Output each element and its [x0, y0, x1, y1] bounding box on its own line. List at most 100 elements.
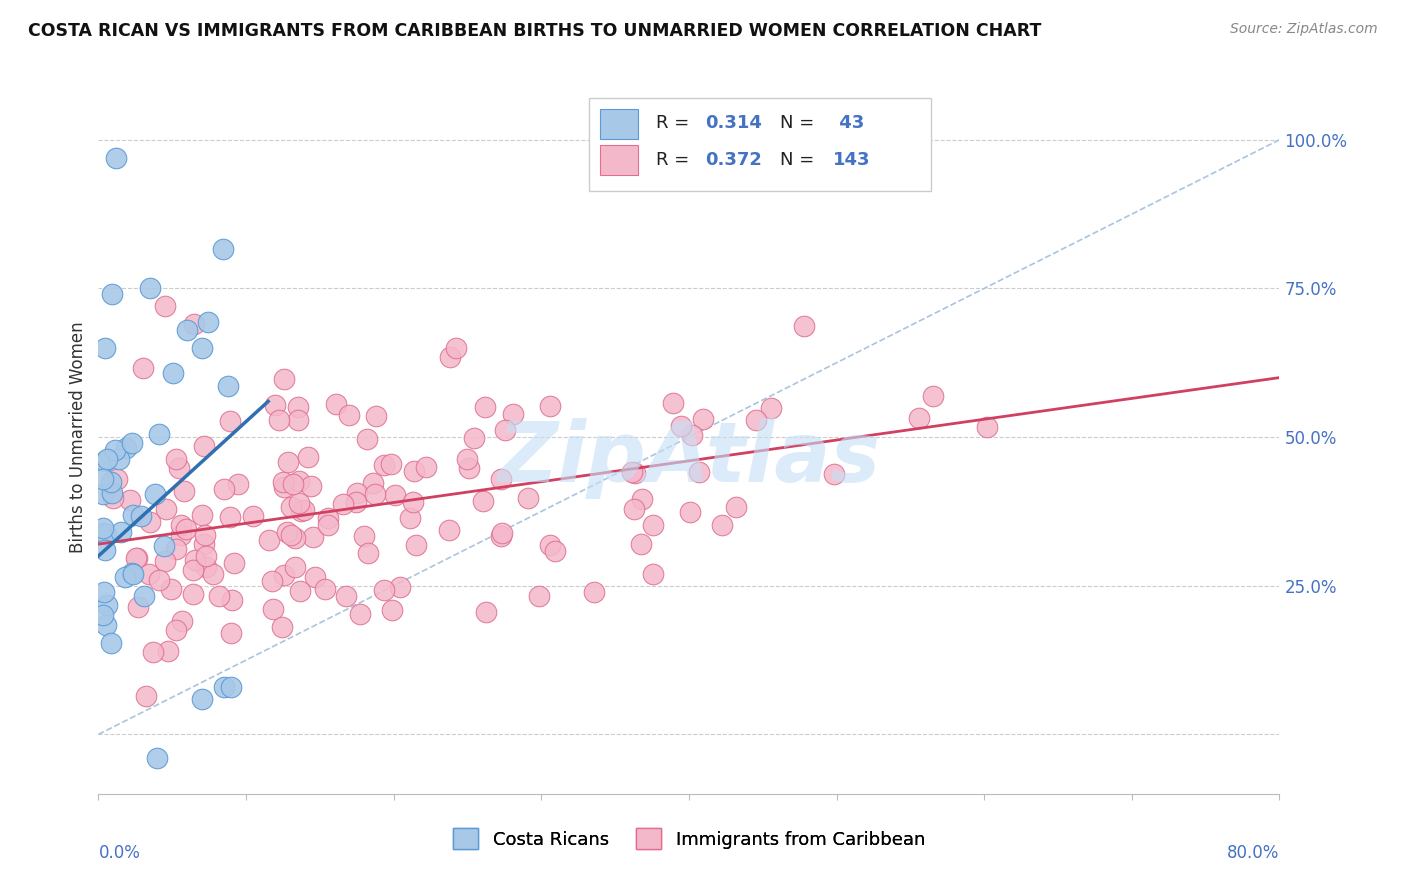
- Point: [373, 582, 395, 597]
- Point: [725, 500, 748, 514]
- Point: [218, 509, 240, 524]
- Point: [208, 589, 231, 603]
- Point: [538, 538, 561, 552]
- Point: [153, 299, 176, 313]
- Point: [165, 541, 187, 556]
- Point: [437, 523, 460, 537]
- Point: [402, 464, 425, 478]
- Point: [170, 528, 193, 542]
- Point: [160, 582, 183, 596]
- Point: [127, 551, 149, 566]
- Point: [191, 341, 214, 355]
- Text: N =: N =: [780, 152, 820, 169]
- Point: [121, 566, 143, 581]
- Point: [221, 592, 243, 607]
- Point: [273, 372, 295, 386]
- Point: [335, 589, 357, 603]
- Point: [284, 559, 307, 574]
- Point: [357, 545, 380, 559]
- Point: [194, 549, 217, 564]
- Point: [316, 511, 339, 525]
- Point: [288, 474, 311, 488]
- Point: [823, 467, 845, 481]
- Point: [402, 495, 425, 509]
- Point: [127, 600, 149, 615]
- Point: [458, 461, 481, 475]
- Bar: [600, 145, 638, 175]
- Point: [103, 491, 125, 506]
- Point: [276, 525, 298, 540]
- Point: [194, 559, 217, 574]
- Point: [463, 431, 485, 445]
- Point: [146, 751, 169, 765]
- Point: [143, 487, 166, 501]
- Point: [624, 466, 647, 480]
- Point: [380, 602, 402, 616]
- Point: [96, 451, 118, 466]
- Point: [165, 452, 187, 467]
- Point: [226, 476, 249, 491]
- Point: [91, 526, 114, 541]
- Point: [214, 482, 236, 496]
- Point: [242, 509, 264, 524]
- Point: [641, 517, 664, 532]
- Point: [105, 472, 128, 486]
- Point: [263, 398, 285, 412]
- Point: [193, 537, 215, 551]
- Point: [120, 492, 142, 507]
- Point: [190, 508, 212, 522]
- Point: [122, 508, 145, 522]
- Point: [297, 450, 319, 465]
- Point: [219, 414, 242, 428]
- Point: [271, 619, 294, 633]
- Text: COSTA RICAN VS IMMIGRANTS FROM CARIBBEAN BIRTHS TO UNMARRIED WOMEN CORRELATION C: COSTA RICAN VS IMMIGRANTS FROM CARIBBEAN…: [28, 22, 1042, 40]
- Point: [104, 443, 127, 458]
- Point: [91, 472, 114, 486]
- Point: [202, 567, 225, 582]
- Point: [222, 556, 245, 570]
- Point: [302, 530, 325, 544]
- Point: [91, 521, 114, 535]
- Point: [280, 528, 302, 542]
- Point: [631, 492, 654, 507]
- Point: [93, 584, 115, 599]
- Point: [475, 605, 498, 619]
- Point: [142, 645, 165, 659]
- Point: [153, 539, 176, 553]
- Point: [922, 389, 945, 403]
- Text: 0.372: 0.372: [706, 152, 762, 169]
- Point: [364, 409, 387, 424]
- Text: N =: N =: [780, 114, 820, 132]
- Point: [710, 518, 733, 533]
- Point: [337, 408, 360, 422]
- Point: [132, 589, 155, 603]
- Point: [538, 400, 561, 414]
- Point: [620, 466, 643, 480]
- Point: [194, 528, 217, 542]
- Point: [135, 690, 157, 704]
- Point: [132, 361, 155, 376]
- Text: 0.0%: 0.0%: [98, 844, 141, 862]
- Point: [745, 413, 768, 427]
- Point: [155, 502, 177, 516]
- Point: [129, 508, 152, 523]
- Point: [344, 494, 367, 508]
- Point: [380, 457, 402, 471]
- Point: [316, 518, 339, 533]
- Point: [162, 367, 184, 381]
- Point: [494, 423, 516, 437]
- Point: [138, 567, 160, 582]
- Point: [212, 680, 235, 694]
- Point: [444, 342, 467, 356]
- Point: [93, 454, 115, 468]
- Point: [91, 486, 114, 500]
- Point: [114, 570, 136, 584]
- Point: [100, 636, 122, 650]
- Point: [361, 476, 384, 491]
- Point: [679, 505, 702, 519]
- Point: [356, 432, 378, 446]
- Point: [121, 436, 143, 450]
- Point: [325, 397, 347, 411]
- Text: 0.314: 0.314: [706, 114, 762, 132]
- Point: [373, 458, 395, 472]
